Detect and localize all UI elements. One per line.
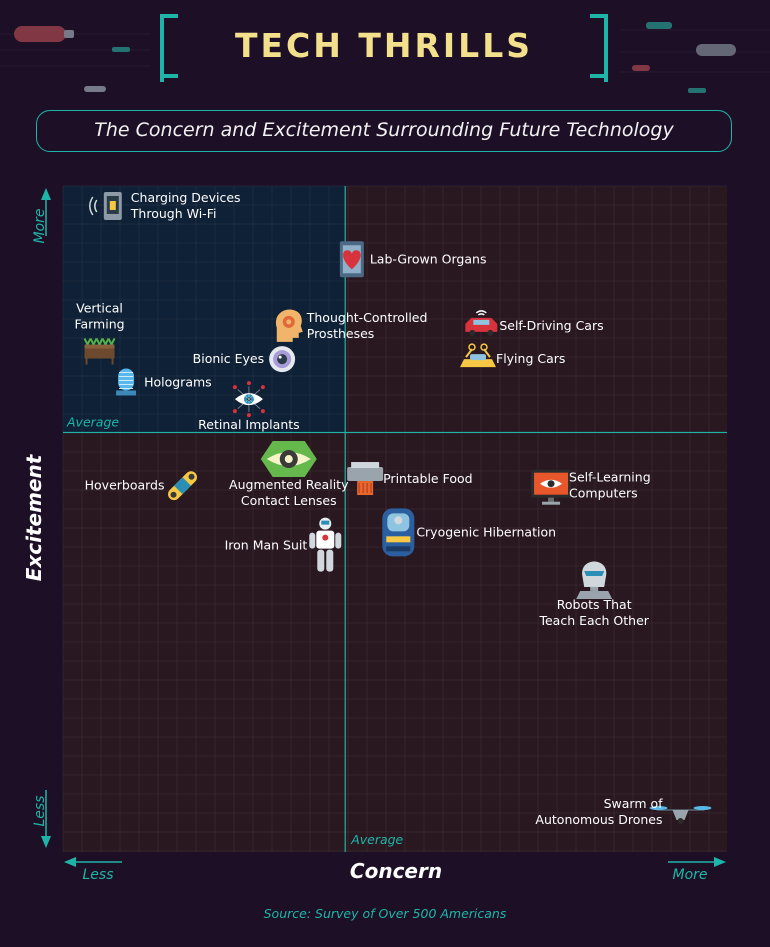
point-label: Bionic Eyes [193, 351, 264, 366]
axes: More Less Excitement Less More Concern [22, 188, 726, 883]
point-label: Iron Man Suit [225, 538, 308, 553]
point-label: Flying Cars [496, 351, 565, 366]
point-label: Augmented Reality Contact Lenses [229, 477, 349, 508]
x-axis-less-label: Less [82, 867, 113, 883]
data-point: Retinal Implants [198, 381, 300, 432]
data-point: Robots That Teach Each Other [538, 561, 650, 628]
point-label: Thought-Controlled Prostheses [306, 310, 428, 341]
data-point: Vertical Farming [74, 301, 125, 365]
brain-gear-head-icon [275, 309, 303, 342]
data-point: Cryogenic Hibernation [382, 508, 556, 557]
planter-icon [83, 338, 116, 365]
flying-car-icon [460, 343, 496, 368]
data-point: Swarm of Autonomous Drones [535, 796, 712, 827]
quadcopter-drone-icon [649, 806, 712, 825]
point-label: Printable Food [383, 471, 472, 486]
y-axis-more-label: More [32, 208, 48, 243]
data-point: Bionic Eyes [193, 346, 296, 373]
food-printer-icon [347, 462, 384, 496]
point-label: Retinal Implants [198, 417, 299, 432]
point-label: Hoverboards [85, 478, 165, 493]
data-point: Flying Cars [460, 343, 565, 368]
point-label: Cryogenic Hibernation [416, 524, 556, 539]
chart-subtitle: The Concern and Excitement Surrounding F… [94, 119, 674, 141]
subtitle-frame: The Concern and Excitement Surrounding F… [36, 110, 732, 152]
hologram-icon [116, 368, 137, 396]
retina-circuit-icon [232, 381, 265, 418]
connected-car-icon [465, 310, 498, 336]
data-point: Charging Devices Through Wi-Fi [89, 190, 241, 221]
x-axis-more-label: More [672, 867, 707, 883]
point-label: Charging Devices Through Wi-Fi [130, 190, 241, 221]
ar-lens-icon [260, 441, 317, 478]
y-axis-less-label: Less [32, 795, 48, 826]
point-label: Vertical Farming [74, 301, 124, 332]
eye-lens-icon [269, 346, 296, 373]
average-concern-label: Average [350, 832, 403, 847]
point-label: Self-Driving Cars [499, 318, 603, 333]
data-point: Self-Driving Cars [465, 310, 604, 336]
point-label: Lab-Grown Organs [370, 251, 487, 266]
data-point: Hoverboards [85, 471, 198, 501]
quadrant-high-excitement-low-concern [63, 186, 346, 433]
heart-jar-icon [339, 241, 364, 278]
title-frame: TECH THRILLS [160, 14, 608, 82]
data-point: Self-Learning Computers [531, 469, 651, 505]
decorative-streaks [0, 22, 770, 93]
average-excitement-label: Average [66, 414, 119, 429]
source-note: Source: Survey of Over 500 Americans [263, 906, 507, 921]
wifi-charging-phone-icon [89, 191, 122, 220]
data-point: Augmented Reality Contact Lenses [229, 441, 349, 508]
point-label: Swarm of Autonomous Drones [535, 796, 663, 827]
data-point: Lab-Grown Organs [339, 241, 487, 278]
x-axis-left-arrow [64, 857, 76, 867]
y-axis-title: Excitement [22, 453, 46, 581]
x-axis-title: Concern [350, 859, 442, 883]
data-point: Thought-Controlled Prostheses [275, 309, 428, 342]
robot-suit-icon [309, 517, 342, 572]
data-points: Charging Devices Through Wi-Fi Lab-Grown O… [74, 190, 712, 827]
average-lines: Average Average [63, 186, 727, 852]
x-axis-right-arrow [714, 857, 726, 867]
point-label: Robots That Teach Each Other [538, 597, 649, 628]
monitor-eye-icon [531, 469, 572, 505]
point-label: Holograms [144, 374, 212, 389]
data-point: Printable Food [347, 462, 473, 496]
android-head-icon [576, 561, 613, 599]
data-point: Holograms [116, 368, 212, 396]
data-point: Iron Man Suit [225, 517, 342, 572]
point-label: Self-Learning Computers [569, 470, 651, 501]
cryo-pod-icon [382, 508, 415, 557]
chart-title: TECH THRILLS [234, 26, 534, 65]
y-axis-down-arrow [41, 836, 51, 848]
y-axis-up-arrow [41, 188, 51, 200]
